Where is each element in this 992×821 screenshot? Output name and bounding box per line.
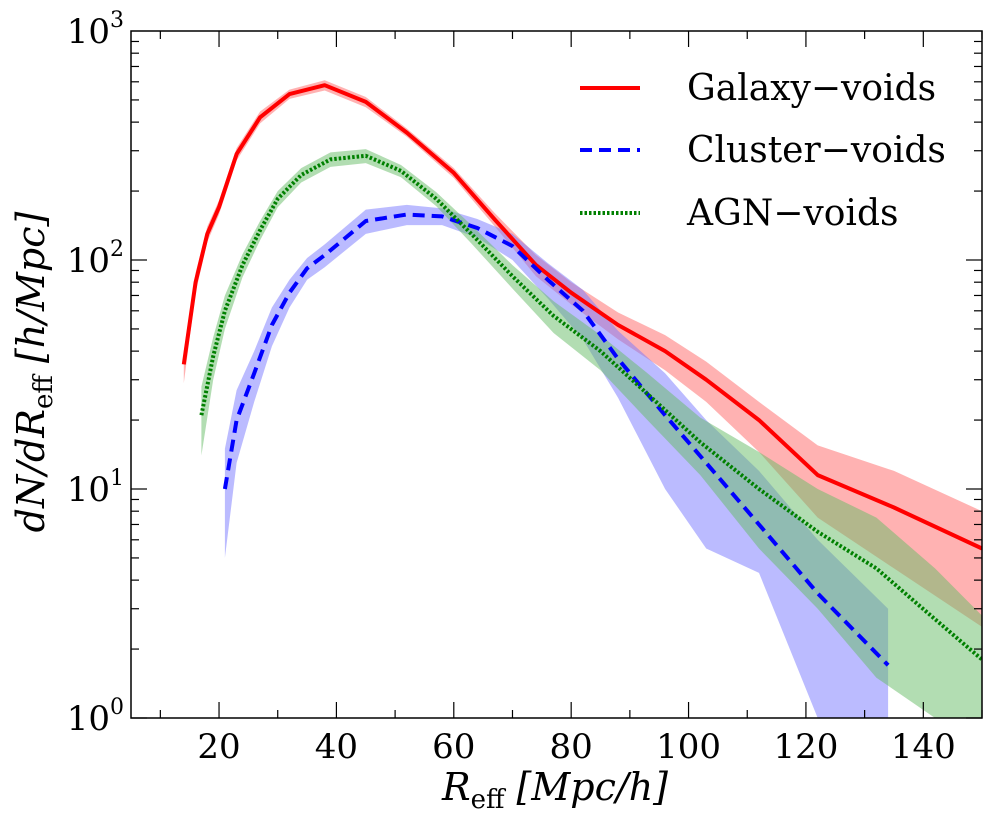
y-tick-label: 100 [67, 695, 124, 739]
legend-label-1: Cluster−voids [687, 130, 946, 171]
tick-labels: 20 40 60 80 100 120 140 100 101 102 103 [67, 8, 956, 767]
y-tick-label: 101 [67, 466, 124, 510]
x-axis-label: Reff [Mpc/h] [441, 765, 668, 815]
y-tick-label: 103 [67, 8, 124, 52]
axis-ticks [131, 31, 983, 719]
series-lines [181, 83, 982, 667]
x-tick-label: 120 [773, 727, 838, 767]
plot-frame [130, 30, 983, 719]
y-tick-label: 102 [67, 237, 124, 281]
x-tick-label: 80 [550, 727, 593, 767]
line-series-2 [199, 153, 982, 662]
band-series-2 [201, 149, 982, 718]
x-tick-label: 100 [656, 727, 721, 767]
legend-label-2: AGN−voids [686, 193, 898, 234]
x-tick-label: 20 [197, 727, 240, 767]
line-series-0 [181, 83, 982, 551]
x-tick-label: 140 [891, 727, 956, 767]
x-tick-label: 40 [315, 727, 358, 767]
confidence-bands [183, 80, 982, 718]
legend-label-0: Galaxy−voids [687, 68, 936, 109]
x-tick-label: 60 [432, 727, 475, 767]
legend: Galaxy−voids Cluster−voids AGN−voids [580, 68, 946, 234]
y-axis-label: dN/dReff [h/Mpc] [9, 211, 59, 532]
line-series-1 [222, 212, 890, 667]
